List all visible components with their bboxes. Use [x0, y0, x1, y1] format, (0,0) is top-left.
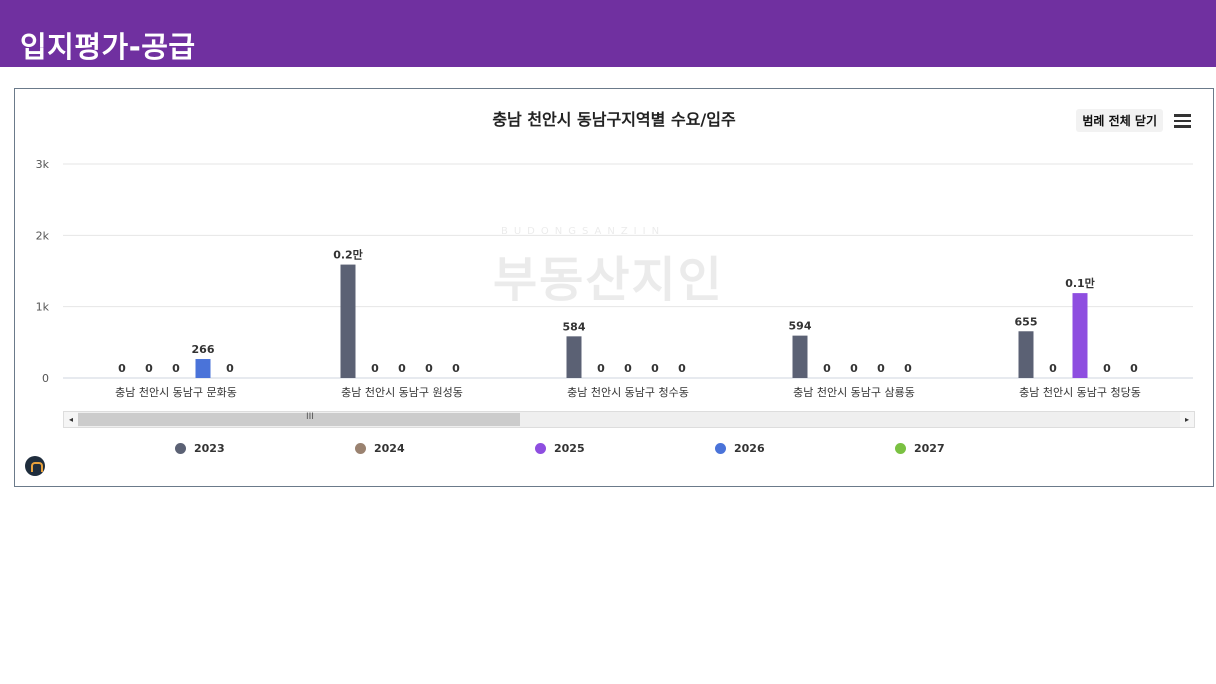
bar-chart: 0 1k 2k 3k 0 0 0 266 0 충남 천안시 동남구 문화동 0.2만 0 0 0 0 충남 천…	[36, 158, 1193, 399]
data-label: 594	[789, 320, 812, 333]
legend-label: 2023	[194, 441, 225, 455]
legend-dot-icon	[715, 442, 726, 454]
legend-close-all-button[interactable]: 범례 전체 닫기	[1076, 109, 1163, 132]
x-category-label: 충남 천안시 동남구 원성동	[341, 385, 463, 399]
data-label: 0	[1130, 362, 1138, 375]
bar	[1072, 293, 1088, 378]
legend-label: 2025	[554, 441, 585, 455]
data-label: 655	[1015, 315, 1038, 328]
chart-title: 충남 천안시 동남구지역별 수요/입주	[492, 110, 736, 129]
legend-dot-icon	[355, 442, 366, 454]
y-tick-label: 2k	[36, 229, 50, 242]
bar	[195, 359, 211, 378]
data-label: 0	[624, 362, 632, 375]
y-tick-label: 1k	[36, 301, 50, 314]
x-category-label: 충남 천안시 동남구 청수동	[567, 385, 689, 399]
hamburger-menu-icon[interactable]	[1174, 114, 1191, 128]
data-label: 0	[452, 362, 460, 375]
data-label: 0	[877, 362, 885, 375]
legend-item[interactable]: 2025	[535, 441, 585, 455]
x-category-label: 충남 천안시 동남구 삼룡동	[793, 385, 915, 399]
data-label: 584	[563, 320, 586, 333]
chart-panel: BUDONGSANZIIN 부동산지인 충남 천안시 동남구지역별 수요/입주 …	[14, 88, 1214, 487]
bar	[566, 336, 582, 378]
data-label: 0	[904, 362, 912, 375]
legend-label: 2027	[914, 441, 945, 455]
scroll-left-icon[interactable]: ◂	[64, 412, 78, 427]
data-label: 0	[118, 362, 126, 375]
y-tick-label: 3k	[36, 158, 50, 171]
data-label: 0	[850, 362, 858, 375]
legend-dot-icon	[535, 442, 546, 454]
data-label: 0	[145, 362, 153, 375]
legend-item[interactable]: 2026	[715, 441, 765, 455]
data-label: 0	[371, 362, 379, 375]
bar	[1018, 331, 1034, 378]
scroll-thumb[interactable]: III	[78, 412, 520, 426]
legend-item[interactable]: 2024	[355, 441, 405, 455]
scroll-right-icon[interactable]: ▸	[1180, 412, 1194, 427]
x-category-label: 충남 천안시 동남구 문화동	[115, 385, 237, 399]
data-label: 0	[823, 362, 831, 375]
page-title: 입지평가-공급	[20, 30, 196, 64]
site-logo-icon[interactable]	[25, 456, 45, 476]
data-label: 0	[398, 362, 406, 375]
page-header: 입지평가-공급	[0, 0, 1216, 67]
legend-item[interactable]: 2023	[175, 441, 225, 455]
data-label: 0	[597, 362, 605, 375]
legend-label: 2024	[374, 441, 405, 455]
data-label: 0	[678, 362, 686, 375]
bar	[340, 264, 356, 378]
y-tick-label: 0	[42, 372, 49, 385]
data-label: 0	[226, 362, 234, 375]
data-label: 0	[1049, 362, 1057, 375]
data-label: 0.2만	[333, 248, 363, 262]
legend-dot-icon	[175, 442, 186, 454]
chart-scrollbar[interactable]: ◂ III ▸	[63, 411, 1195, 428]
data-label: 0.1만	[1065, 276, 1095, 290]
data-label: 266	[192, 343, 215, 356]
bar	[792, 335, 808, 378]
data-label: 0	[425, 362, 433, 375]
legend-dot-icon	[895, 442, 906, 454]
data-label: 0	[172, 362, 180, 375]
grip-icon: III	[306, 412, 314, 422]
data-label: 0	[1103, 362, 1111, 375]
x-category-label: 충남 천안시 동남구 청당동	[1019, 385, 1141, 399]
data-label: 0	[651, 362, 659, 375]
legend-item[interactable]: 2027	[895, 441, 945, 455]
legend-label: 2026	[734, 441, 765, 455]
